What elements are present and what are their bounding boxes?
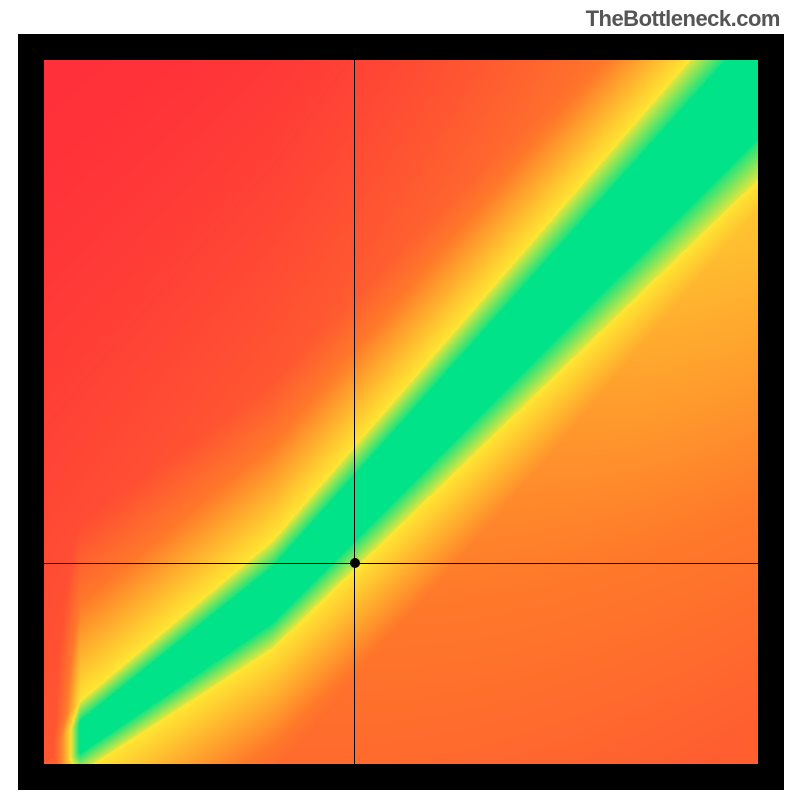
crosshair-vertical [354,60,355,764]
chart-container: TheBottleneck.com [0,0,800,800]
attribution-text: TheBottleneck.com [586,6,780,32]
heatmap-area [44,60,758,764]
heatmap-canvas [44,60,758,764]
data-point-marker [350,558,360,568]
crosshair-horizontal [44,563,758,564]
